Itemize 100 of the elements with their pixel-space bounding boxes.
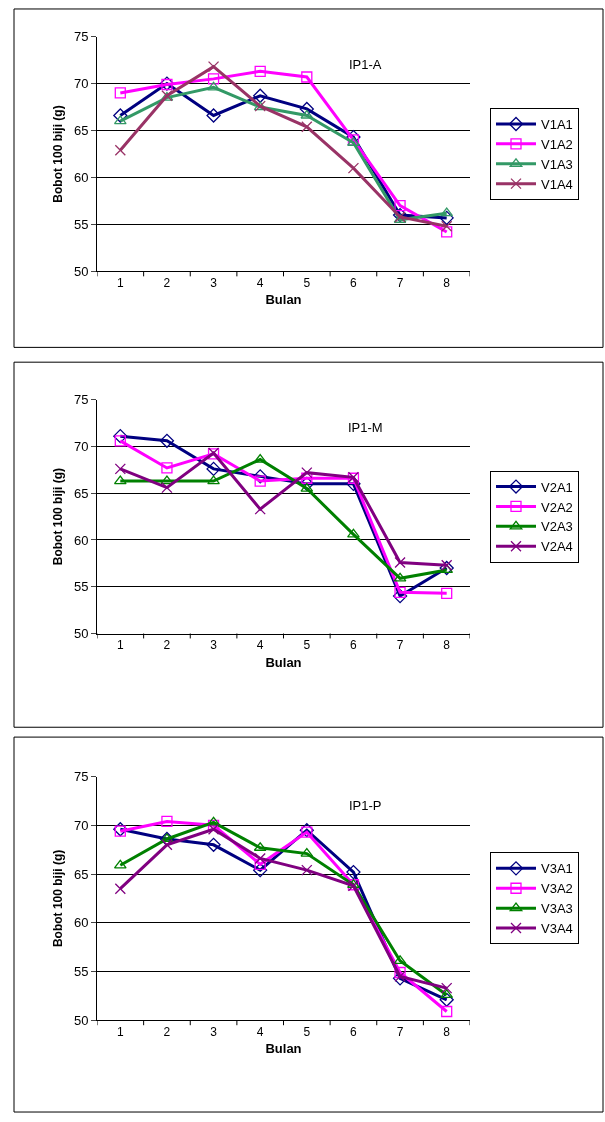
point bbox=[441, 220, 453, 232]
y-tick-label: 65 bbox=[73, 485, 89, 501]
y-tick-label: 60 bbox=[73, 170, 89, 186]
y-tick-label: 65 bbox=[73, 123, 89, 139]
x-tick-label: 5 bbox=[303, 637, 311, 652]
point bbox=[207, 73, 220, 85]
y-tick-label: 70 bbox=[73, 76, 89, 92]
point bbox=[299, 101, 314, 117]
point bbox=[346, 864, 361, 880]
point bbox=[301, 121, 313, 133]
point bbox=[301, 71, 313, 83]
x-tick-label: 8 bbox=[443, 1024, 451, 1039]
x-tick-label: 3 bbox=[210, 637, 218, 652]
y-tick-label: 60 bbox=[73, 532, 89, 548]
text: IP1-P bbox=[349, 798, 382, 813]
point bbox=[113, 859, 127, 869]
point bbox=[114, 435, 126, 447]
legend-label: V2A4 bbox=[541, 539, 573, 555]
x-tick-label: 4 bbox=[256, 637, 264, 652]
x-tick-label: 6 bbox=[350, 275, 358, 290]
legend-label: V1A1 bbox=[541, 117, 573, 133]
y-tick-label: 55 bbox=[73, 579, 89, 595]
x-tick-label: 1 bbox=[116, 1024, 124, 1039]
y-tick-label: 75 bbox=[73, 769, 89, 785]
point bbox=[113, 115, 127, 125]
point bbox=[207, 816, 220, 826]
x-tick-label: 4 bbox=[256, 1024, 264, 1039]
point bbox=[114, 883, 126, 895]
point bbox=[113, 429, 128, 444]
point bbox=[207, 81, 220, 91]
point bbox=[439, 210, 454, 226]
point bbox=[393, 572, 407, 582]
point bbox=[394, 966, 406, 979]
y-axis-title: Bobot 100 biji (g) bbox=[51, 849, 66, 948]
x-axis-title: Bulan bbox=[265, 654, 302, 670]
x-tick-label: 7 bbox=[396, 275, 404, 290]
y-tick-label: 50 bbox=[73, 1012, 89, 1028]
point bbox=[394, 586, 406, 599]
legend-label: V2A2 bbox=[541, 499, 573, 515]
x-axis-title: Bulan bbox=[265, 292, 302, 308]
x-tick-label: 8 bbox=[443, 275, 451, 290]
text: IP1-M bbox=[348, 420, 383, 435]
y-axis-title: Bobot 100 biji (g) bbox=[51, 105, 66, 203]
point bbox=[254, 475, 266, 487]
point bbox=[206, 837, 221, 852]
point bbox=[301, 466, 313, 479]
point bbox=[161, 481, 173, 494]
y-tick-label: 70 bbox=[73, 439, 89, 454]
point bbox=[161, 839, 173, 851]
point bbox=[254, 852, 266, 865]
point bbox=[392, 588, 408, 604]
legend-label: V2A1 bbox=[541, 479, 573, 495]
y-tick-label: 75 bbox=[73, 29, 89, 45]
x-tick-label: 2 bbox=[163, 275, 171, 290]
y-tick-label: 60 bbox=[73, 915, 89, 931]
x-tick-label: 7 bbox=[396, 637, 404, 652]
point bbox=[160, 475, 174, 485]
point bbox=[113, 475, 127, 485]
x-tick-label: 5 bbox=[303, 1024, 311, 1039]
y-tick-label: 55 bbox=[73, 964, 89, 980]
point bbox=[254, 65, 266, 77]
point bbox=[441, 982, 453, 994]
legend-label: V1A2 bbox=[541, 136, 573, 152]
point bbox=[254, 858, 266, 870]
x-tick-label: 8 bbox=[443, 637, 451, 652]
y-axis-title: Bobot 100 biji (g) bbox=[51, 467, 66, 566]
x-tick-label: 6 bbox=[350, 1024, 358, 1039]
point bbox=[206, 461, 221, 477]
point bbox=[161, 815, 173, 828]
point bbox=[253, 453, 267, 463]
x-tick-label: 1 bbox=[116, 275, 124, 290]
point bbox=[440, 207, 454, 217]
point bbox=[439, 992, 454, 1007]
x-tick-label: 3 bbox=[210, 1024, 218, 1039]
legend-label: V1A4 bbox=[541, 176, 573, 192]
legend-label: V3A2 bbox=[541, 881, 573, 897]
point bbox=[347, 528, 360, 538]
y-tick-label: 70 bbox=[73, 817, 89, 833]
point bbox=[300, 109, 314, 119]
x-tick-label: 4 bbox=[256, 275, 264, 290]
y-tick-label: 75 bbox=[73, 392, 89, 408]
point bbox=[300, 482, 314, 492]
y-tick-label: 65 bbox=[73, 866, 89, 882]
point bbox=[160, 833, 174, 843]
point bbox=[161, 462, 173, 474]
point bbox=[207, 475, 220, 485]
legend-label: V2A3 bbox=[541, 519, 573, 535]
point bbox=[114, 144, 126, 156]
point bbox=[207, 823, 220, 835]
point bbox=[113, 108, 128, 123]
point bbox=[347, 162, 360, 174]
point bbox=[441, 559, 453, 571]
legend-label: V1A3 bbox=[541, 156, 573, 172]
x-tick-label: 6 bbox=[350, 637, 358, 652]
x-tick-label: 1 bbox=[116, 637, 124, 652]
x-axis-title: Bulan bbox=[265, 1041, 302, 1057]
point bbox=[394, 200, 406, 212]
point bbox=[159, 433, 175, 448]
point bbox=[441, 1005, 453, 1018]
x-tick-label: 7 bbox=[396, 1024, 404, 1039]
